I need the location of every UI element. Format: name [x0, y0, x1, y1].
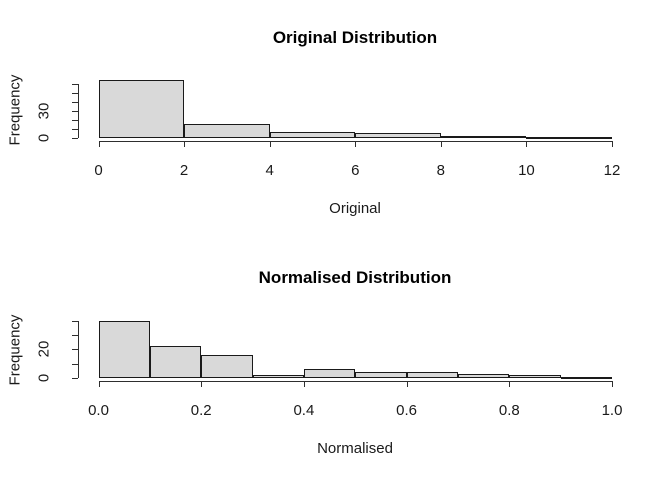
- x-axis-tick: [98, 141, 100, 147]
- histogram-bar: [201, 355, 253, 378]
- chart-title-original: Original Distribution: [272, 28, 438, 47]
- histogram-bar: [303, 369, 356, 378]
- histogram-bar: [560, 376, 612, 379]
- histogram-bar: [509, 375, 561, 378]
- histogram-bar: [184, 124, 270, 138]
- x-tick-label: 0.0: [88, 402, 109, 419]
- y-tick-label: 20: [35, 340, 53, 358]
- x-tick-label: 0.8: [498, 402, 520, 419]
- y-axis-tick: [71, 320, 78, 322]
- y-axis-tick: [71, 128, 78, 130]
- y-axis-tick: [71, 119, 78, 121]
- y-axis-tick: [71, 138, 78, 139]
- y-tick-label: 0: [35, 133, 53, 143]
- panel-normalised-histogram: Normalised Distribution 0.0 0.2 0.4 0.6 0.8 1…: [0, 240, 672, 480]
- x-tick-label: 0: [94, 162, 103, 179]
- y-axis-tick: [71, 378, 78, 379]
- y-axis-label-original: Frequency: [6, 74, 24, 146]
- histogram-bar: [252, 375, 304, 378]
- histogram-bar: [98, 79, 185, 138]
- histogram-bar: [269, 131, 356, 138]
- x-tick-label: 0.2: [190, 402, 212, 419]
- histogram-bar: [440, 136, 527, 139]
- x-tick-label: 10: [518, 162, 535, 179]
- x-axis-tick: [355, 141, 357, 147]
- x-axis-tick: [509, 381, 511, 387]
- x-tick-label: 2: [179, 162, 189, 179]
- histogram-bar: [149, 346, 202, 378]
- y-axis-line: [77, 320, 79, 378]
- y-axis-tick: [71, 83, 78, 85]
- x-axis-tick: [612, 381, 613, 387]
- x-axis-line: [98, 381, 612, 382]
- x-axis-tick: [440, 141, 442, 147]
- x-axis-tick: [269, 141, 271, 147]
- x-tick-label: 1.0: [601, 402, 623, 419]
- y-axis-tick: [71, 110, 78, 112]
- histogram-bar: [526, 137, 612, 139]
- y-axis-tick: [71, 363, 78, 365]
- chart-title-normalised: Normalised Distribution: [258, 268, 452, 287]
- histogram-bar: [355, 372, 407, 378]
- x-axis-label-normalised: Normalised: [317, 440, 393, 457]
- x-axis-tick: [526, 141, 528, 147]
- y-tick-label: 30: [35, 102, 53, 120]
- x-tick-label: 0.6: [396, 402, 418, 419]
- x-axis-label-original: Original: [329, 200, 381, 217]
- x-tick-label: 0.4: [293, 402, 315, 419]
- x-axis-tick: [201, 381, 203, 387]
- x-tick-label: 12: [603, 162, 621, 179]
- x-axis-tick: [303, 381, 305, 387]
- y-axis-tick: [71, 349, 78, 351]
- y-axis-tick: [71, 334, 78, 336]
- plot-area-normalised: 0.0 0.2 0.4 0.6 0.8 1.0 0 20: [0, 240, 672, 480]
- x-tick-label: 4: [265, 162, 274, 179]
- y-axis-tick: [71, 92, 78, 94]
- histogram-bar: [457, 373, 510, 378]
- x-axis-tick: [98, 381, 100, 387]
- plot-area-original: 0 2 4 6 8 10 12 0 30: [35, 79, 621, 179]
- panel-original-histogram: Original Distribution 0 2 4 6 8 10 12 0 30 Origi…: [6, 28, 621, 217]
- y-axis-label-normalised: Frequency: [6, 314, 24, 386]
- x-axis-tick: [406, 381, 408, 387]
- x-axis-tick: [612, 141, 613, 147]
- histogram-bar: [355, 133, 441, 138]
- y-tick-label: 0: [35, 373, 53, 383]
- x-axis-tick: [184, 141, 186, 147]
- x-tick-label: 8: [436, 162, 445, 179]
- y-axis-line: [77, 83, 79, 138]
- x-tick-label: 6: [351, 162, 360, 179]
- y-axis-tick: [71, 101, 78, 103]
- histogram-bar: [98, 320, 150, 378]
- histogram-bar: [406, 372, 458, 378]
